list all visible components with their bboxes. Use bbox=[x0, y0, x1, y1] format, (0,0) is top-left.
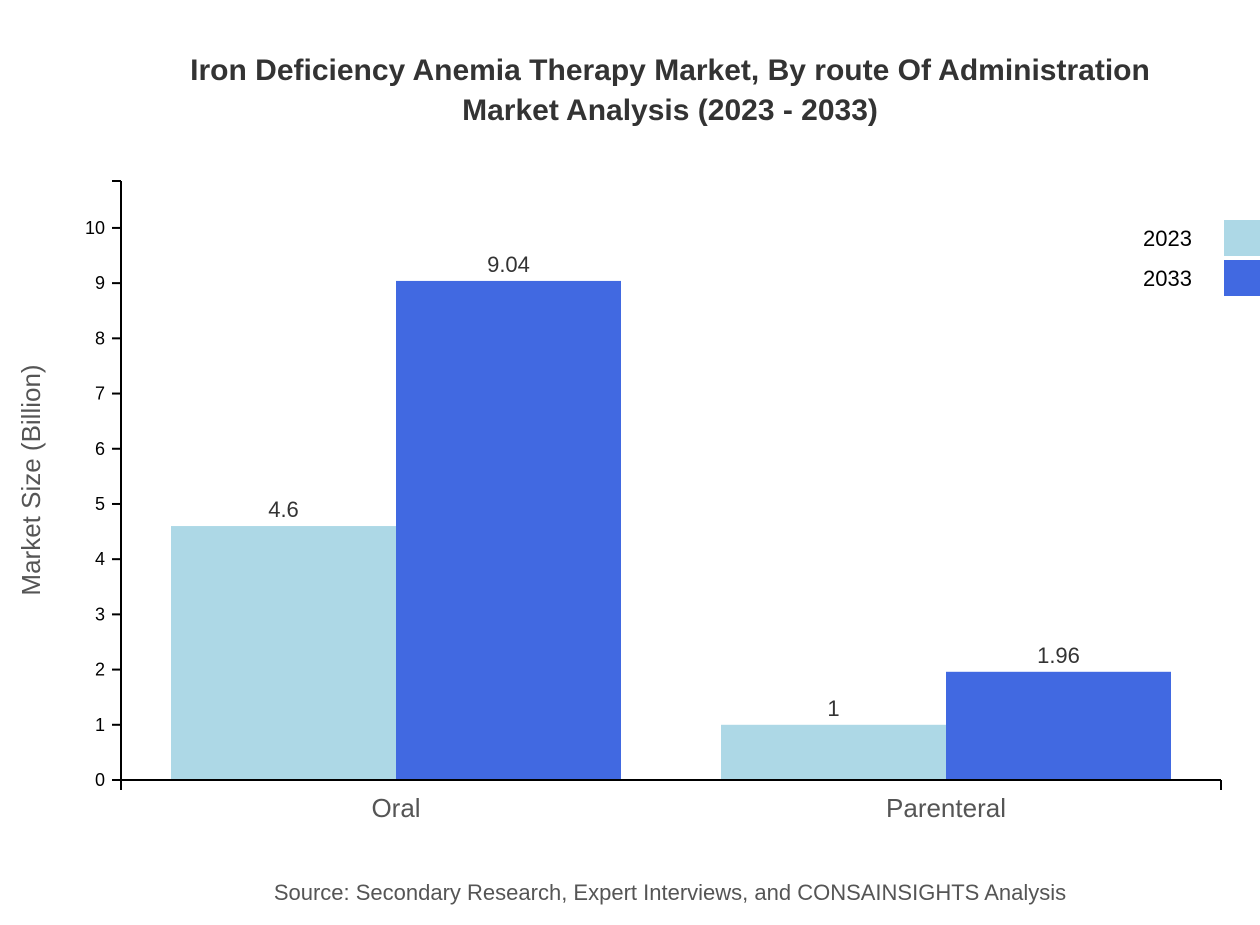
y-tick-label: 1 bbox=[95, 715, 105, 735]
legend-swatch-2033 bbox=[1224, 260, 1260, 296]
y-tick-label: 2 bbox=[95, 660, 105, 680]
x-tick-label: Parenteral bbox=[886, 793, 1006, 823]
data-label: 9.04 bbox=[487, 252, 530, 277]
data-label: 1.96 bbox=[1037, 643, 1080, 668]
y-tick-label: 9 bbox=[95, 273, 105, 293]
x-axis: Oral Parenteral bbox=[120, 779, 1222, 823]
bar-oral-2023 bbox=[171, 526, 396, 780]
y-tick-label: 6 bbox=[95, 439, 105, 459]
y-tick-label: 10 bbox=[85, 218, 105, 238]
data-label: 4.6 bbox=[268, 497, 299, 522]
legend-label-2033: 2033 bbox=[1143, 266, 1192, 291]
legend-swatch-2023 bbox=[1224, 220, 1260, 256]
data-label: 1 bbox=[827, 696, 839, 721]
x-tick-label: Oral bbox=[371, 793, 420, 823]
y-tick-label: 8 bbox=[95, 328, 105, 348]
legend: 2023 2033 bbox=[1143, 220, 1260, 296]
y-tick-label: 5 bbox=[95, 494, 105, 514]
source-note: Source: Secondary Research, Expert Inter… bbox=[274, 880, 1066, 905]
y-tick-label: 3 bbox=[95, 604, 105, 624]
chart-title-line-1: Iron Deficiency Anemia Therapy Market, B… bbox=[190, 54, 1150, 87]
bar-parenteral-2023 bbox=[721, 724, 946, 780]
y-tick-label: 4 bbox=[95, 549, 105, 569]
bar-parenteral-2033 bbox=[946, 671, 1171, 780]
bar-oral-2033 bbox=[396, 280, 621, 780]
y-tick-label: 7 bbox=[95, 384, 105, 404]
y-axis: 0 1 2 3 4 5 6 7 8 9 10 bbox=[85, 180, 122, 790]
legend-label-2023: 2023 bbox=[1143, 226, 1192, 251]
y-axis-label: Market Size (Billion) bbox=[16, 364, 46, 595]
y-tick-label: 0 bbox=[95, 770, 105, 790]
chart-title-line-2: Market Analysis (2023 - 2033) bbox=[462, 94, 878, 127]
